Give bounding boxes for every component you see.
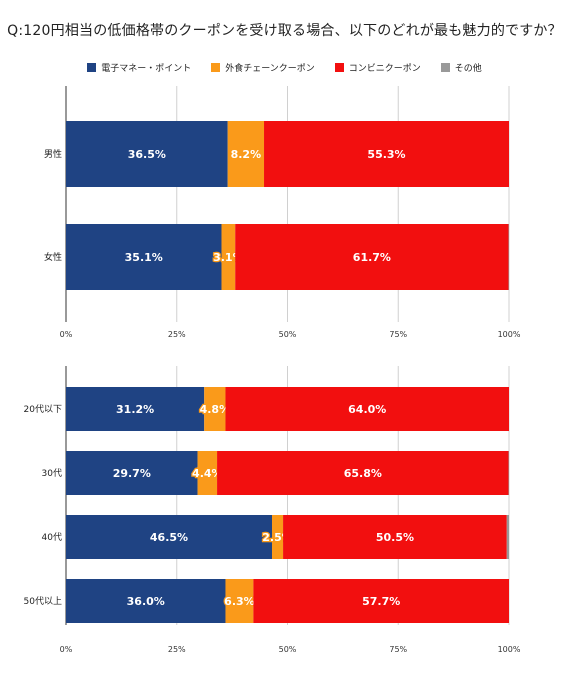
age-chart-group: 0% 25% 50% 75% 100% 20代以下 31.2% 4.8% 64.0% 30代 29.… bbox=[24, 366, 521, 654]
age-data-label: 57.7% bbox=[362, 595, 400, 608]
legend-label-electronic-money: 電子マネー・ポイント bbox=[101, 64, 192, 74]
age-data-label: 6.3% bbox=[224, 595, 255, 608]
age-data-label: 31.2% bbox=[116, 403, 154, 416]
legend-item-other: その他 bbox=[440, 61, 482, 74]
gender-bar-segment bbox=[66, 121, 228, 187]
gender-bar-segment bbox=[264, 121, 509, 187]
age-bar-segment bbox=[253, 579, 509, 623]
age-bar-segment bbox=[283, 515, 507, 559]
gender-category-label: 男性 bbox=[44, 148, 62, 160]
age-bar-segment bbox=[66, 515, 272, 559]
gender-data-label: 61.7% bbox=[353, 251, 391, 264]
gender-bar-segment bbox=[235, 224, 509, 290]
age-x-tick-label: 25% bbox=[168, 645, 186, 654]
legend-swatch-electronic-money bbox=[87, 63, 97, 72]
gender-x-tick-label: 75% bbox=[389, 330, 407, 339]
age-bar-segment bbox=[66, 451, 198, 495]
age-bar-segment bbox=[66, 579, 226, 623]
age-data-label: 65.8% bbox=[344, 467, 382, 480]
age-bar-segment bbox=[225, 387, 510, 431]
age-data-label: 4.8% bbox=[200, 403, 231, 416]
age-data-label: 36.0% bbox=[127, 595, 165, 608]
age-x-tick-label: 50% bbox=[279, 645, 297, 654]
legend-swatch-convenience-coupon bbox=[334, 63, 344, 72]
legend-item-convenience-coupon: コンビニクーポン bbox=[334, 61, 421, 74]
gender-bar-segment bbox=[66, 224, 222, 290]
chart-title: Q:120円相当の低価格帯のクーポンを受け取る場合、以下のどれが最も魅力的ですか… bbox=[7, 23, 562, 39]
age-category-label: 50代以上 bbox=[24, 596, 62, 607]
legend-swatch-other bbox=[440, 63, 450, 72]
age-data-label: 29.7% bbox=[113, 467, 151, 480]
gender-bar-segment bbox=[227, 121, 265, 187]
age-bar-segment bbox=[225, 579, 254, 623]
legend-item-electronic-money: 電子マネー・ポイント bbox=[87, 61, 191, 74]
legend-swatch-restaurant-coupon bbox=[211, 63, 221, 72]
legend-item-restaurant-coupon: 外食チェーンクーポン bbox=[211, 61, 315, 74]
age-category-label: 40代 bbox=[42, 532, 62, 543]
age-category-label: 20代以下 bbox=[24, 404, 62, 415]
gender-category-label: 女性 bbox=[44, 251, 62, 263]
gender-chart-group: 0% 25% 50% 75% 100%男性 36.5% 8.2% 55.3%女性 35.1% 3.… bbox=[44, 86, 521, 339]
age-data-label: 46.5% bbox=[150, 531, 188, 544]
gender-bar-segment bbox=[221, 224, 236, 290]
legend-label-restaurant-coupon: 外食チェーンクーポン bbox=[225, 64, 315, 74]
age-data-label: 4.4% bbox=[192, 467, 223, 480]
age-bar-segment bbox=[217, 451, 509, 495]
legend-label-convenience-coupon: コンビニクーポン bbox=[348, 64, 421, 74]
gender-x-tick-label: 25% bbox=[168, 330, 186, 339]
gender-data-label: 8.2% bbox=[231, 148, 262, 161]
gender-x-tick-label: 50% bbox=[279, 330, 297, 339]
age-bar-segment bbox=[204, 387, 226, 431]
age-bar-segment bbox=[66, 387, 205, 431]
age-x-tick-label: 100% bbox=[498, 645, 521, 654]
gender-data-label: 55.3% bbox=[367, 148, 405, 161]
legend-label-other: その他 bbox=[454, 64, 482, 74]
age-x-tick-label: 75% bbox=[389, 645, 407, 654]
legend: 電子マネー・ポイント 外食チェーンクーポン コンビニクーポン その他 bbox=[0, 61, 569, 74]
age-x-tick-label: 0% bbox=[60, 645, 73, 654]
gender-x-tick-label: 0% bbox=[60, 330, 73, 339]
age-bar-segment bbox=[271, 515, 284, 559]
age-bar-segment bbox=[506, 515, 509, 559]
age-bar-segment bbox=[197, 451, 218, 495]
age-category-label: 30代 bbox=[42, 468, 62, 479]
gender-data-label: 36.5% bbox=[128, 148, 166, 161]
gender-data-label: 35.1% bbox=[125, 251, 163, 264]
age-data-label: 64.0% bbox=[348, 403, 386, 416]
gender-x-tick-label: 100% bbox=[498, 330, 521, 339]
age-data-label: 50.5% bbox=[376, 531, 414, 544]
